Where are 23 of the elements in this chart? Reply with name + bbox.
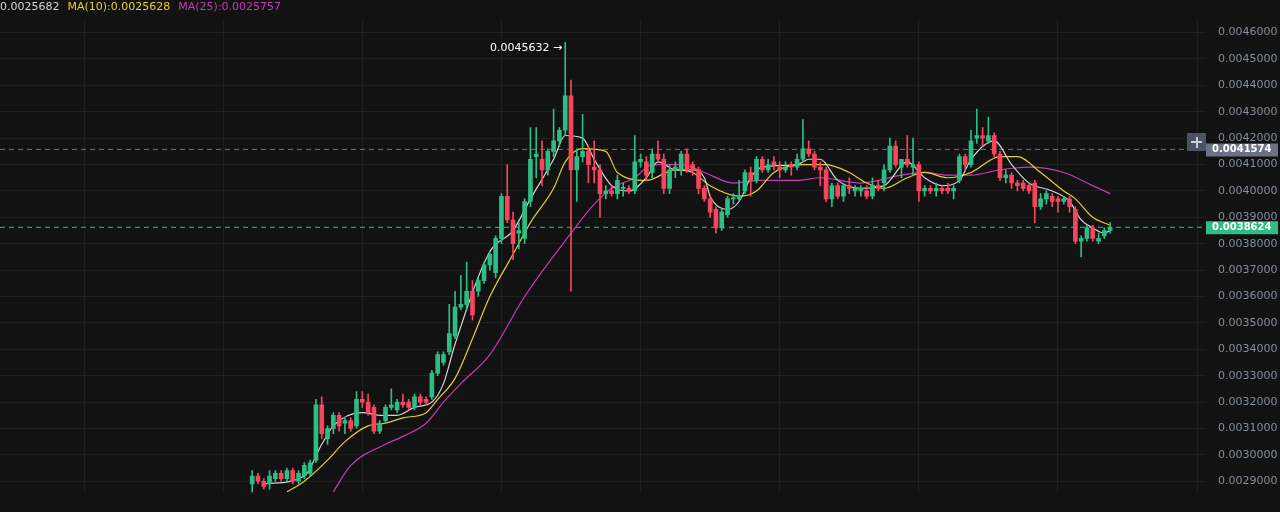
y-tick-label: 0.0029000: [1218, 474, 1278, 488]
y-tick-label: 0.0040000: [1218, 183, 1278, 197]
y-tick-label: 0.0038000: [1218, 236, 1278, 250]
y-tick-label: 0.0041000: [1218, 157, 1278, 171]
y-tick-label: 0.0044000: [1218, 78, 1278, 92]
y-tick-label: 0.0030000: [1218, 447, 1278, 461]
y-tick-label: 0.0034000: [1218, 342, 1278, 356]
y-tick-label: 0.0032000: [1218, 394, 1278, 408]
text: 0.0025682: [0, 0, 60, 13]
y-tick-label: 0.0037000: [1218, 262, 1278, 276]
y-tick-label: 0.0036000: [1218, 289, 1278, 303]
text: MA(10):0.0025628: [67, 0, 171, 13]
annotation: 0.0045632 →: [490, 41, 563, 55]
y-tick-label: 0.0045000: [1218, 51, 1278, 65]
y-tick-label: 0.0031000: [1218, 421, 1278, 435]
ref-line-label: 0.0041574: [1212, 142, 1272, 154]
y-tick-label: 0.0042000: [1218, 131, 1278, 145]
y-tick-label: 0.0046000: [1218, 25, 1278, 39]
ref-line-label: 0.0038624: [1212, 220, 1272, 232]
y-tick-label: 0.0033000: [1218, 368, 1278, 382]
y-tick-label: 0.0035000: [1218, 315, 1278, 329]
text: MA(25):0.0025757: [178, 0, 282, 13]
y-tick-label: 0.0043000: [1218, 104, 1278, 118]
